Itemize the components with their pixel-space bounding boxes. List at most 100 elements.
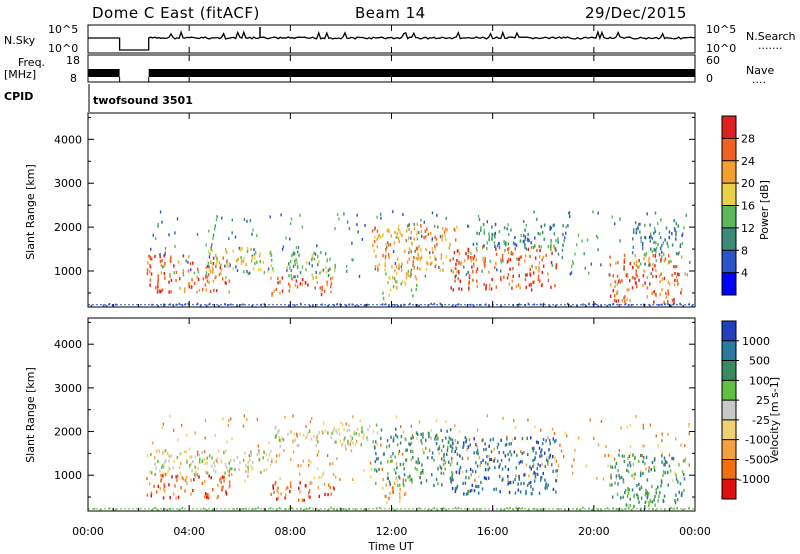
echo-point	[418, 420, 421, 424]
echo-point	[256, 260, 258, 264]
echo-point	[619, 476, 621, 480]
echo-point	[290, 222, 292, 226]
echo-point	[627, 504, 629, 508]
echo-point	[533, 446, 535, 450]
echo-point	[378, 262, 381, 267]
echo-point	[644, 254, 647, 258]
echo-point	[483, 229, 486, 233]
echo-point	[532, 459, 534, 463]
echo-point	[519, 255, 521, 259]
echo-point	[620, 496, 622, 500]
echo-point	[163, 450, 165, 455]
echo-point	[523, 473, 525, 477]
echo-point	[443, 230, 446, 234]
noise-point	[293, 304, 296, 307]
noise-point	[336, 303, 338, 306]
echo-point	[406, 448, 408, 452]
echo-point	[146, 271, 149, 276]
echo-point	[632, 237, 634, 241]
noise-point	[567, 302, 569, 305]
echo-point	[386, 439, 389, 443]
echo-point	[212, 261, 215, 266]
echo-point	[175, 270, 178, 274]
noise-point	[384, 303, 387, 306]
echo-point	[667, 483, 669, 487]
echo-point	[623, 258, 626, 262]
echo-point	[624, 295, 626, 299]
echo-point	[196, 275, 198, 279]
echo-point	[154, 237, 157, 240]
echo-point	[413, 266, 415, 270]
echo-point	[646, 499, 648, 504]
echo-point	[484, 256, 486, 260]
echo-point	[536, 217, 538, 221]
echo-point	[188, 466, 191, 469]
echo-point	[409, 443, 411, 447]
echo-point	[290, 274, 292, 278]
echo-point	[465, 476, 467, 480]
echo-point	[677, 252, 679, 256]
echo-point	[395, 265, 398, 269]
echo-point	[476, 267, 479, 271]
echo-point	[190, 455, 193, 459]
noise-point	[290, 507, 293, 509]
echo-point	[507, 223, 509, 227]
echo-point	[320, 293, 323, 297]
echo-point	[273, 490, 275, 494]
echo-point	[663, 463, 665, 467]
echo-point	[296, 274, 299, 279]
echo-point	[253, 248, 255, 252]
echo-point	[532, 464, 534, 469]
echo-point	[426, 227, 428, 231]
echo-point	[197, 466, 199, 470]
echo-point	[442, 444, 445, 448]
echo-point	[376, 245, 379, 249]
echo-point	[306, 435, 308, 439]
echo-point	[502, 477, 504, 481]
echo-point	[456, 249, 459, 253]
echo-point	[433, 254, 436, 259]
echo-point	[387, 460, 389, 464]
echo-point	[381, 468, 383, 471]
echo-point	[197, 270, 200, 274]
echo-point	[395, 280, 397, 284]
echo-point	[600, 263, 602, 267]
echo-point	[331, 276, 334, 280]
echo-point	[507, 482, 509, 486]
echo-point	[643, 269, 645, 273]
echo-point	[520, 234, 522, 237]
colorbar-tick-label: 25	[756, 394, 770, 407]
echo-point	[542, 255, 545, 259]
noise-point	[236, 304, 238, 307]
noise-point	[533, 303, 536, 306]
noise-point	[166, 508, 168, 511]
echo-point	[403, 467, 405, 471]
echo-point	[295, 246, 298, 250]
echo-point	[518, 477, 520, 481]
echo-point	[208, 255, 211, 259]
echo-point	[170, 255, 172, 259]
echo-point	[228, 485, 230, 489]
echo-point	[483, 231, 485, 235]
echo-point	[395, 427, 397, 431]
echo-point	[436, 437, 438, 441]
echo-point	[162, 487, 165, 491]
echo-point	[519, 490, 522, 494]
echo-point	[185, 475, 188, 480]
noise-point	[205, 304, 208, 307]
noise-point	[345, 508, 348, 511]
echo-point	[180, 486, 182, 490]
echo-point	[389, 288, 392, 292]
echo-point	[442, 463, 445, 467]
noise-point	[90, 304, 93, 307]
echo-point	[484, 461, 487, 465]
echo-point	[171, 475, 173, 479]
echo-point	[540, 225, 543, 229]
echo-point	[316, 436, 318, 439]
echo-point	[361, 426, 363, 430]
echo-point	[389, 482, 391, 486]
echo-point	[395, 471, 397, 475]
echo-point	[557, 252, 560, 256]
echo-point	[403, 473, 406, 477]
noise-point	[327, 304, 329, 307]
